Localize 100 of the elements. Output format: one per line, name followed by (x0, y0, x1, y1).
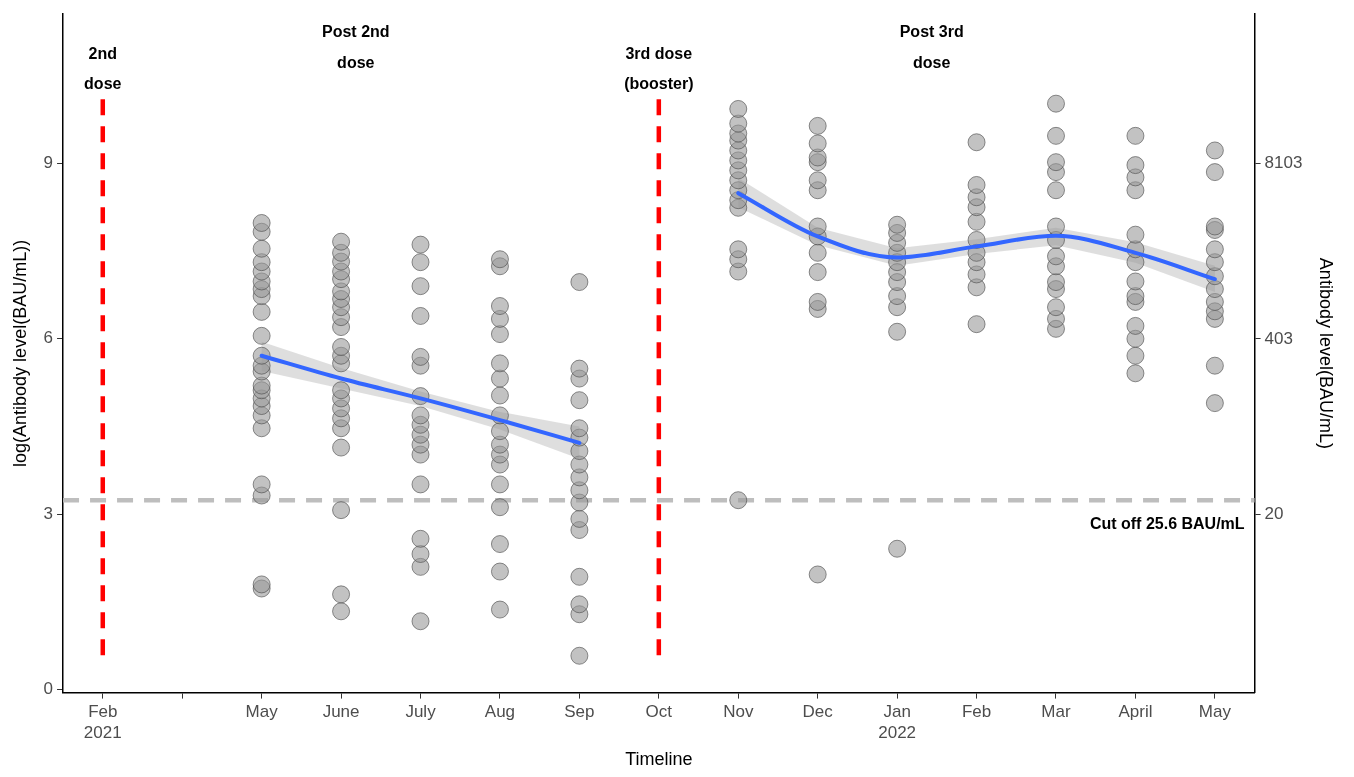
point (570, 359, 589, 378)
point (1126, 316, 1145, 335)
x-tick-label: May (1198, 702, 1232, 722)
point (808, 217, 827, 236)
point (808, 171, 827, 190)
y-tick-label: 3 (43, 503, 54, 523)
point (411, 406, 430, 425)
point (808, 134, 827, 153)
point (332, 337, 351, 356)
point (490, 250, 509, 269)
point (967, 315, 986, 334)
point (888, 322, 907, 341)
point (808, 565, 827, 584)
point (808, 263, 827, 282)
x-axis-title: Timeline (625, 749, 693, 770)
point (252, 239, 271, 258)
point (1126, 287, 1145, 306)
y2-tick-label: 20 (1264, 504, 1284, 524)
point (1126, 156, 1145, 175)
point (332, 232, 351, 251)
point (490, 562, 509, 581)
point (1046, 247, 1065, 266)
annotation: Post 3rd dose (899, 22, 964, 71)
point (1046, 298, 1065, 317)
point (1205, 163, 1224, 182)
point (490, 386, 509, 405)
ref-line-label: 2nd dose (84, 44, 122, 92)
point (490, 325, 509, 344)
point (411, 347, 430, 366)
point (332, 381, 351, 400)
point (1046, 153, 1065, 172)
ref-line-label: 3rd dose (booster) (624, 44, 694, 92)
point (252, 302, 271, 321)
point (411, 277, 430, 296)
y2-axis-title: Antibody level(BAU/mL) (1316, 257, 1337, 449)
point (888, 539, 907, 558)
point (411, 545, 430, 563)
point (808, 116, 827, 135)
point (570, 646, 589, 665)
point (490, 498, 509, 517)
point (332, 438, 351, 457)
point (888, 215, 907, 234)
point (332, 585, 351, 604)
point (729, 491, 748, 510)
point (332, 602, 351, 621)
point (570, 595, 589, 614)
point (411, 235, 430, 254)
point (490, 535, 509, 554)
y-tick-label: 6 (43, 328, 54, 348)
point (967, 212, 986, 231)
point (1126, 225, 1145, 244)
point (1126, 364, 1145, 383)
y-tick-label: 0 (43, 679, 54, 699)
x-tick-label: Dec (802, 702, 834, 722)
point (1205, 217, 1224, 236)
point (490, 354, 509, 373)
point (570, 567, 589, 586)
x-tick-label: Oct (645, 702, 673, 722)
point (411, 529, 430, 548)
point (1046, 273, 1065, 292)
y2-tick-label: 403 (1264, 328, 1293, 348)
point (570, 391, 589, 410)
point (490, 422, 509, 441)
ref-line-label: Cut off 25.6 BAU/mL (1089, 514, 1245, 532)
y-tick-label: 9 (43, 153, 54, 173)
y-axis-title: log(Antibody level(BAU/mL)) (9, 239, 30, 467)
x-tick-label: Mar (1041, 702, 1071, 722)
x-tick-label: July (405, 702, 437, 722)
point (967, 133, 986, 152)
point (252, 575, 271, 594)
point (808, 292, 827, 311)
point (1126, 346, 1145, 365)
point (729, 99, 748, 118)
point (1205, 394, 1224, 413)
point (490, 475, 509, 494)
x-tick-label: June (322, 702, 360, 722)
point (1046, 217, 1065, 236)
point (332, 501, 351, 520)
point (1046, 181, 1065, 200)
point (252, 326, 271, 345)
point (1046, 94, 1065, 113)
x-tick-label: Feb (961, 702, 992, 722)
point (411, 612, 430, 631)
x-tick-label: Aug (484, 702, 516, 722)
x-tick-label: Nov (723, 702, 754, 722)
point (411, 475, 430, 494)
x-tick-label: Jan 2022 (878, 702, 917, 742)
point (490, 369, 509, 388)
point (1205, 141, 1224, 160)
point (570, 509, 589, 528)
point (570, 419, 589, 438)
point (1046, 126, 1065, 145)
point (888, 287, 907, 306)
point (490, 297, 509, 316)
point (252, 475, 271, 494)
point (1205, 240, 1224, 259)
point (411, 253, 430, 272)
x-tick-label: May (245, 702, 279, 722)
point (411, 306, 430, 325)
point (967, 175, 986, 194)
